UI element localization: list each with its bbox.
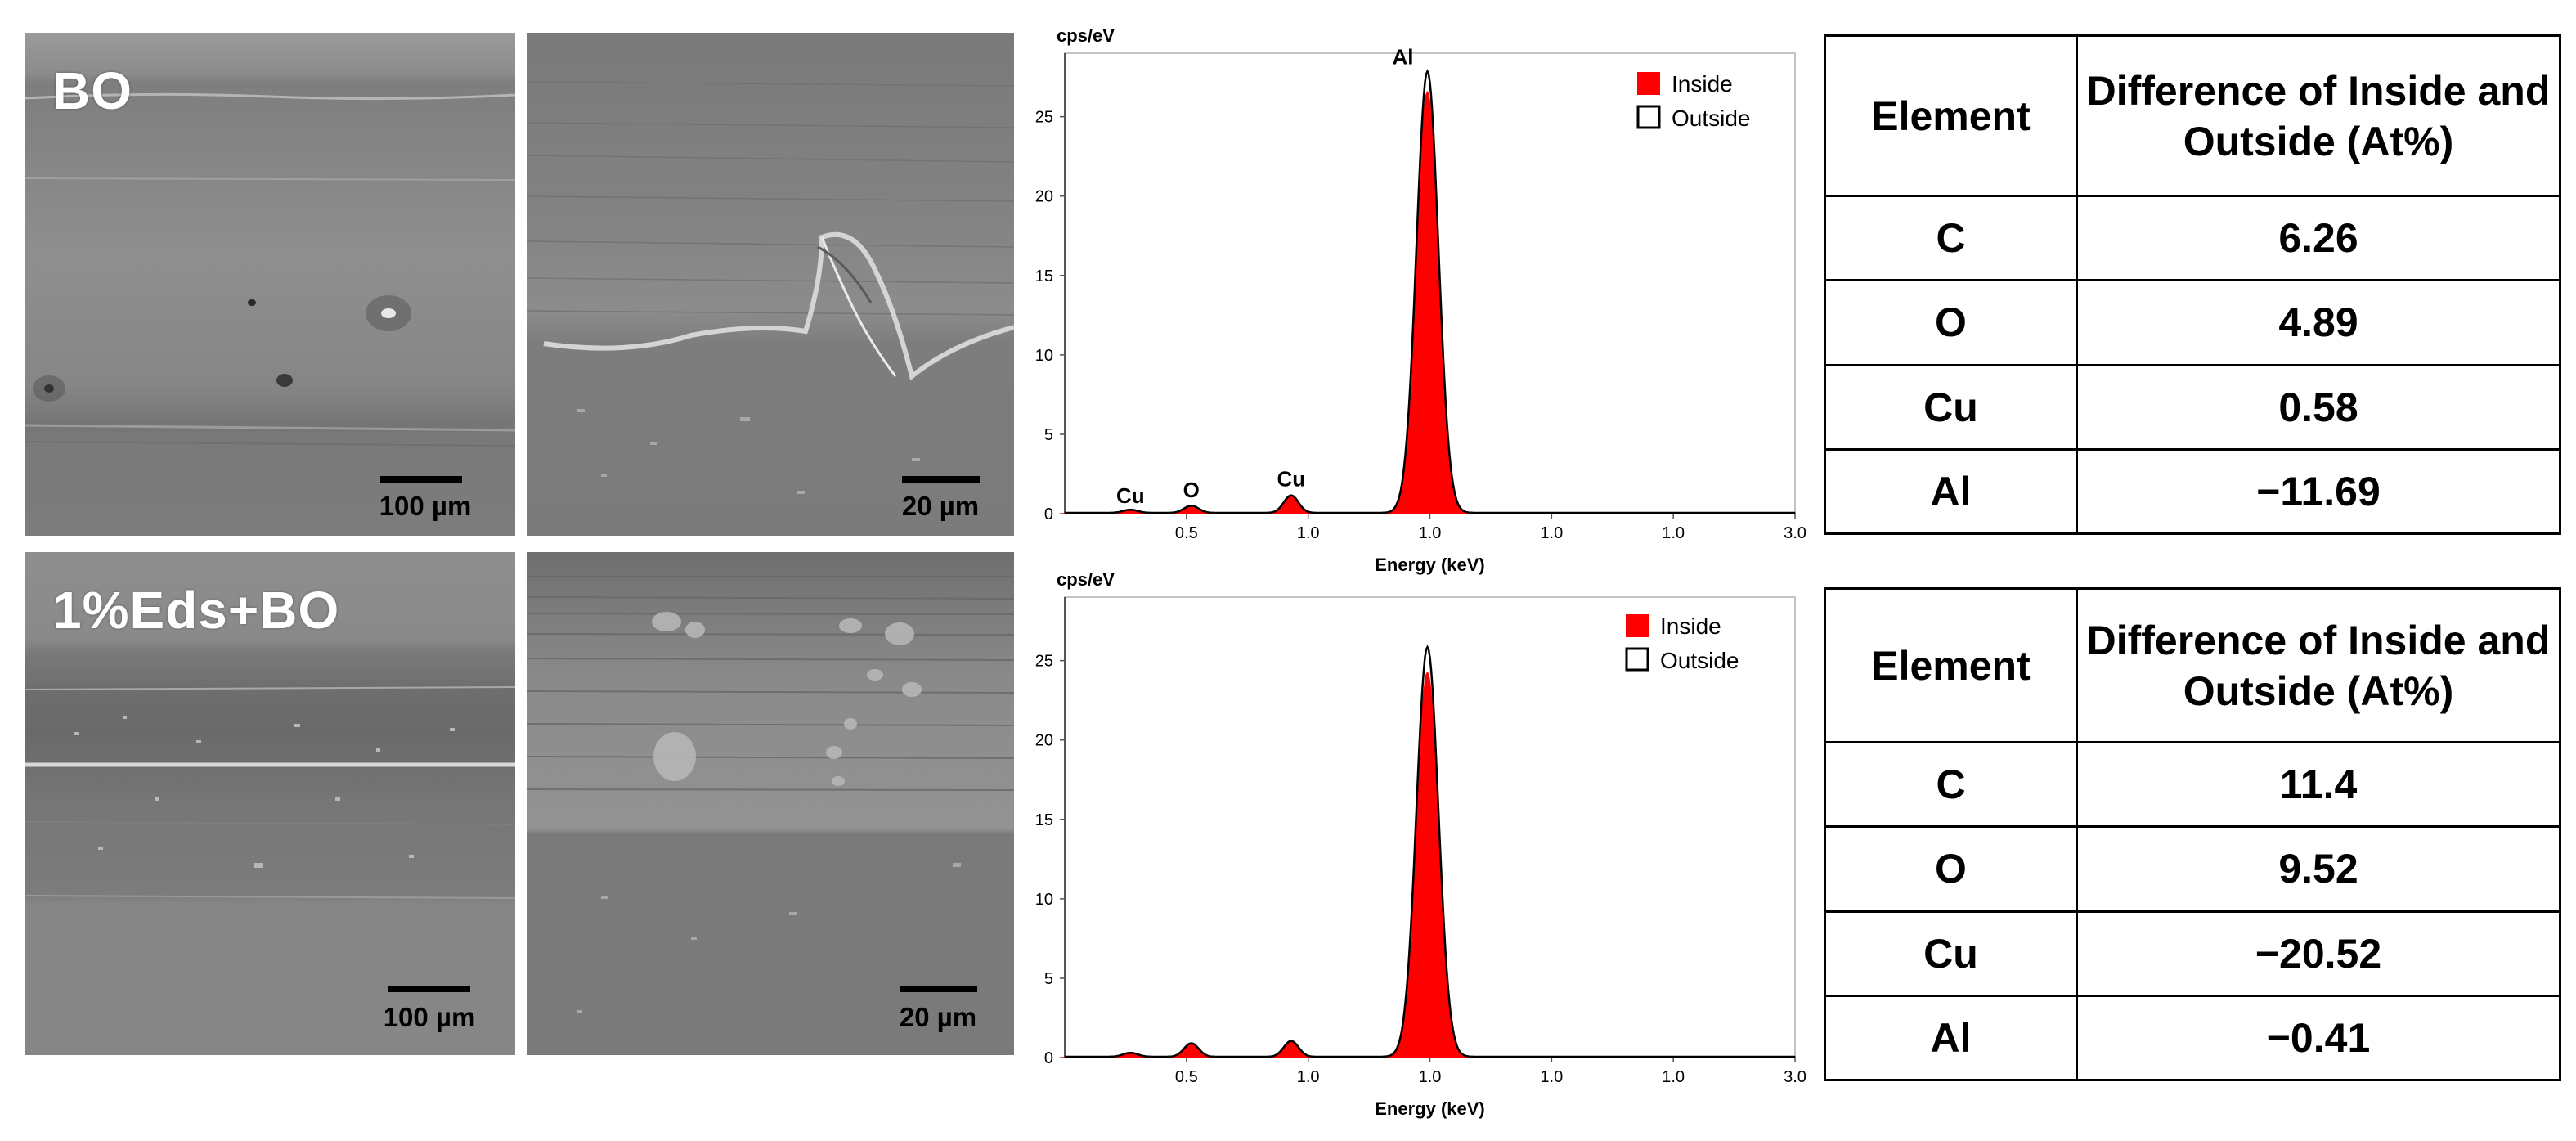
series-inside <box>1064 671 1796 1058</box>
eds-spectrum-plot: 0 5 10 15 20 25 0.5 1.0 1.0 1.0 1.0 3.0 cps/eV Energy… <box>1035 569 1806 1119</box>
table-row: O 9.52 <box>1824 825 2561 913</box>
y-tick-label: 20 <box>1035 732 1053 750</box>
composition-table-eds-bo: Element Difference of Inside and Outside… <box>1824 587 2561 1082</box>
scale-bar-label: 20 µm <box>899 1002 977 1032</box>
table-cell-value: −11.69 <box>2076 447 2561 536</box>
x-tick-label: 0.5 <box>1175 524 1198 542</box>
sem-bo-low-mag: BO 100 µm <box>25 33 515 536</box>
legend-label-inside: Inside <box>1660 613 1721 639</box>
y-tick-label: 25 <box>1035 653 1053 671</box>
table-row: Al −0.41 <box>1824 994 2561 1082</box>
x-axis-label: Energy (keV) <box>1375 1098 1485 1119</box>
table-row: O 4.89 <box>1824 279 2561 366</box>
sem-eds-bo-high-mag: 20 µm <box>527 552 1014 1055</box>
table-row: C 6.26 <box>1824 194 2561 282</box>
scale-bar <box>902 476 980 483</box>
peak-label: O <box>1183 478 1200 502</box>
table-cell-element: O <box>1824 279 2078 366</box>
peak-label: Al <box>1393 44 1414 69</box>
x-axis-label: Energy (keV) <box>1375 555 1485 575</box>
x-tick-label: 3.0 <box>1784 524 1806 542</box>
legend-swatch-inside <box>1637 72 1660 95</box>
x-tick-label: 1.0 <box>1540 524 1563 542</box>
y-tick-label: 10 <box>1035 891 1053 909</box>
series-inside <box>1064 90 1796 514</box>
table-cell-element: Al <box>1824 447 2078 536</box>
legend-swatch-outside <box>1636 105 1661 129</box>
x-tick-label: 1.0 <box>1662 524 1685 542</box>
table-cell-value: 6.26 <box>2076 194 2561 282</box>
scale-bar <box>388 986 470 992</box>
series-outside <box>1065 645 1795 1058</box>
table-row: Cu 0.58 <box>1824 363 2561 451</box>
x-tick-label: 3.0 <box>1784 1068 1806 1086</box>
table-row: Al −11.69 <box>1824 447 2561 536</box>
y-tick-label: 20 <box>1035 188 1053 206</box>
scale-bar-label: 100 µm <box>383 1002 476 1032</box>
series-outside <box>1065 69 1795 514</box>
y-tick-label: 0 <box>1044 505 1053 523</box>
table-cell-element: Al <box>1824 994 2078 1082</box>
table-row: C 11.4 <box>1824 740 2561 829</box>
x-tick-label: 1.0 <box>1297 1068 1320 1086</box>
table-cell-value: 11.4 <box>2076 740 2561 829</box>
eds-spectrum-plot: 0 5 10 15 20 25 0.5 1.0 1.0 1.0 1.0 3.0 cps/eV Energy… <box>1035 25 1806 575</box>
x-tick-label: 1.0 <box>1297 524 1320 542</box>
scale-bar <box>380 476 462 483</box>
y-tick-label: 5 <box>1044 970 1053 988</box>
legend-swatch-outside <box>1625 647 1649 672</box>
table-cell-value: 0.58 <box>2076 363 2561 451</box>
table-cell-value: −0.41 <box>2076 994 2561 1082</box>
sem-eds-bo-low-mag: 1%Eds+BO 100 µm <box>25 552 515 1055</box>
legend-label-outside: Outside <box>1660 648 1739 673</box>
y-axis-label: cps/eV <box>1057 569 1115 590</box>
y-tick-label: 10 <box>1035 347 1053 365</box>
scale-bar-label: 20 µm <box>901 491 980 521</box>
eds-spectrum-top: 0 5 10 15 20 25 0.5 1.0 1.0 1.0 1.0 3.0 cps/eV Energy… <box>1022 16 1815 581</box>
y-tick-label: 15 <box>1035 811 1053 829</box>
sem-row-label: BO <box>52 61 132 120</box>
x-tick-label: 1.0 <box>1419 1068 1442 1086</box>
x-tick-label: 1.0 <box>1419 524 1442 542</box>
legend-label-outside: Outside <box>1672 106 1751 131</box>
y-tick-label: 15 <box>1035 267 1053 285</box>
x-tick-label: 1.0 <box>1662 1068 1685 1086</box>
table-cell-element: C <box>1824 740 2078 829</box>
composition-table-bo: Element Difference of Inside and Outside… <box>1824 34 2561 536</box>
legend-label-inside: Inside <box>1672 71 1733 97</box>
eds-spectrum-bottom: 0 5 10 15 20 25 0.5 1.0 1.0 1.0 1.0 3.0 cps/eV Energy… <box>1022 560 1815 1129</box>
table-header-element: Element <box>1824 34 2078 197</box>
x-tick-label: 1.0 <box>1540 1068 1563 1086</box>
table-cell-element: O <box>1824 825 2078 913</box>
sem-bo-high-mag: 20 µm <box>527 33 1014 536</box>
table-cell-value: −20.52 <box>2076 910 2561 997</box>
table-cell-element: C <box>1824 194 2078 282</box>
table-cell-value: 4.89 <box>2076 279 2561 366</box>
peak-label: Cu <box>1116 483 1145 508</box>
y-tick-label: 25 <box>1035 109 1053 127</box>
legend-swatch-inside <box>1626 614 1649 637</box>
table-header-element: Element <box>1824 587 2078 743</box>
y-axis-label: cps/eV <box>1057 25 1115 46</box>
scale-bar <box>900 986 977 992</box>
table-cell-element: Cu <box>1824 363 2078 451</box>
sem-row-label: 1%Eds+BO <box>52 581 340 640</box>
table-cell-value: 9.52 <box>2076 825 2561 913</box>
table-header-difference: Difference of Inside and Outside (At%) <box>2076 34 2561 197</box>
table-cell-element: Cu <box>1824 910 2078 997</box>
scale-bar-label: 100 µm <box>379 491 472 521</box>
y-tick-label: 5 <box>1044 426 1053 444</box>
y-tick-label: 0 <box>1044 1049 1053 1067</box>
table-header-difference: Difference of Inside and Outside (At%) <box>2076 587 2561 743</box>
peak-label: Cu <box>1277 467 1305 492</box>
x-tick-label: 0.5 <box>1175 1068 1198 1086</box>
table-row: Cu −20.52 <box>1824 910 2561 997</box>
